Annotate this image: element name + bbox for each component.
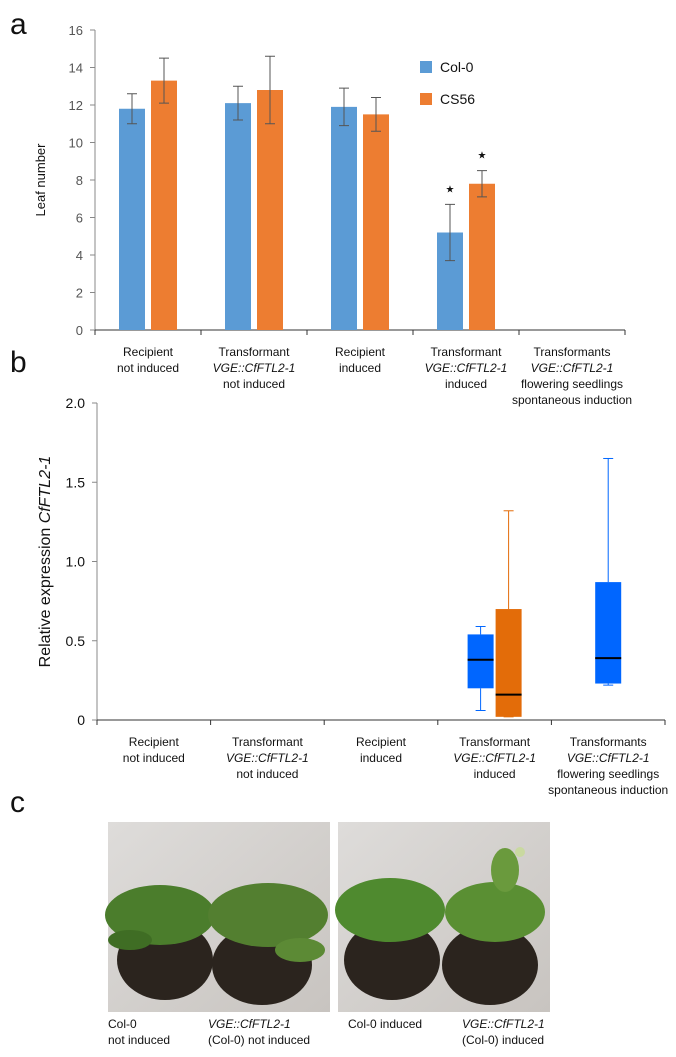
photo-caption: VGE::CfFTL2-1 (Col-0) induced	[462, 1017, 545, 1047]
x-tick-label: Transformants VGE::CfFTL2-1 flowering seed…	[548, 735, 668, 797]
y-tick-label: 10	[69, 136, 83, 151]
box	[495, 609, 522, 717]
photo	[105, 822, 330, 1012]
photo	[335, 822, 550, 1012]
bar	[119, 108, 145, 330]
legend-label: Col-0	[440, 59, 474, 75]
bar	[225, 103, 251, 330]
x-tick-label: Transformants VGE::CfFTL2-1 flowering seed…	[512, 345, 632, 407]
y-axis-label: Leaf number	[33, 143, 48, 217]
error-bar	[339, 87, 349, 127]
y-tick-label: 2.0	[66, 395, 86, 411]
y-tick-label: 16	[69, 23, 83, 38]
panel-label: b	[10, 346, 27, 379]
error-bar	[265, 55, 275, 125]
box	[595, 582, 622, 684]
error-bar	[371, 97, 381, 132]
panel-label: a	[10, 8, 27, 41]
legend-label: CS56	[440, 91, 475, 107]
error-bar	[233, 85, 243, 121]
x-tick-label: Transformant VGE::CfFTL2-1 not induced	[213, 345, 296, 391]
photo-caption: VGE::CfFTL2-1 (Col-0) not induced	[208, 1017, 310, 1047]
photo-caption: Col-0 not induced	[108, 1017, 170, 1047]
annotation: ★	[478, 151, 487, 162]
box	[467, 634, 494, 689]
bar	[363, 114, 389, 330]
x-tick-label: Recipient induced	[335, 345, 386, 375]
legend-swatch	[420, 61, 432, 73]
y-tick-label: 0	[77, 712, 85, 728]
bar	[331, 106, 357, 330]
x-tick-label: Transformant VGE::CfFTL2-1 induced	[425, 345, 508, 391]
x-tick-label: Recipient not induced	[123, 735, 185, 765]
x-tick-label: Transformant VGE::CfFTL2-1 induced	[453, 735, 536, 781]
y-axis-label: Relative expression CfFTL2-1	[37, 456, 54, 668]
error-bar	[127, 93, 137, 125]
error-bar	[159, 57, 169, 104]
y-tick-label: 14	[69, 61, 83, 76]
x-tick-label: Recipient not induced	[117, 345, 179, 375]
annotation: ★	[446, 184, 455, 195]
bar	[257, 90, 283, 330]
error-bar	[477, 170, 487, 198]
y-tick-label: 8	[76, 173, 83, 188]
y-tick-label: 2	[76, 286, 83, 301]
bar	[469, 183, 495, 330]
error-bar	[445, 203, 455, 262]
y-tick-label: 1.5	[66, 474, 86, 490]
y-tick-label: 4	[76, 248, 83, 263]
y-tick-label: 1.0	[66, 554, 86, 570]
y-tick-label: 0	[76, 323, 83, 338]
photo-caption: Col-0 induced	[348, 1017, 422, 1031]
y-tick-label: 6	[76, 211, 83, 226]
bar	[151, 80, 177, 330]
legend-swatch	[420, 93, 432, 105]
panel-label: c	[10, 786, 25, 819]
y-tick-label: 12	[69, 98, 83, 113]
x-tick-label: Transformant VGE::CfFTL2-1 not induced	[226, 735, 309, 781]
x-tick-label: Recipient induced	[356, 735, 407, 765]
y-tick-label: 0.5	[66, 633, 86, 649]
